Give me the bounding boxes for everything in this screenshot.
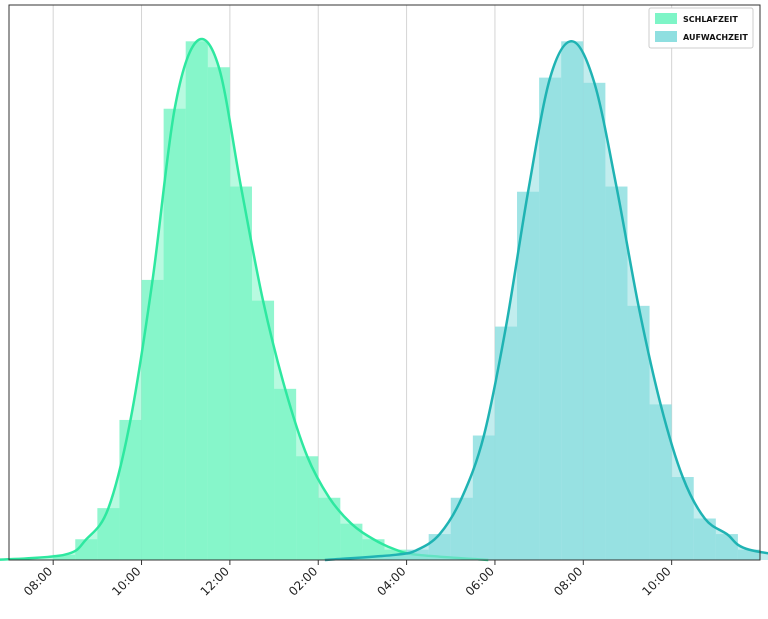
x-tick-label: 08:00 <box>21 564 55 598</box>
density-curve <box>0 37 489 562</box>
x-tick-label: 02:00 <box>286 564 320 598</box>
x-tick-label: 10:00 <box>109 564 143 598</box>
density-curves <box>0 37 768 562</box>
legend-swatch-aufwachzeit <box>655 31 677 42</box>
x-tick-label: 08:00 <box>551 564 585 598</box>
x-tick-label: 06:00 <box>463 564 497 598</box>
plot-frame <box>8 4 761 561</box>
legend-label-aufwachzeit: AUFWACHZEIT <box>683 33 748 42</box>
x-axis-ticks: 08:00 10:00 12:00 02:00 04:00 06:00 08:00 10:00 <box>21 560 674 599</box>
density-curve <box>324 40 768 562</box>
legend-label-schlafzeit: SCHLAFZEIT <box>683 15 738 24</box>
x-tick-label: 10:00 <box>639 564 673 598</box>
density-area <box>324 41 768 560</box>
x-tick-label: 04:00 <box>374 564 408 598</box>
x-tick-label: 12:00 <box>198 564 232 598</box>
density-area <box>0 39 489 560</box>
legend-swatch-schlafzeit <box>655 13 677 24</box>
legend: SCHLAFZEIT AUFWACHZEIT <box>648 7 754 49</box>
